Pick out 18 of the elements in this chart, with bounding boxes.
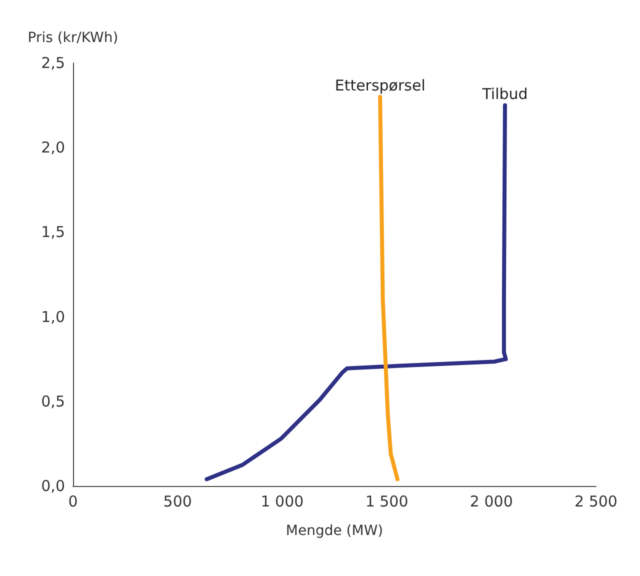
line-series [204,103,508,482]
y-tick-label: 1,5 [41,223,65,242]
x-axis-title: Mengde (MW) [286,523,384,539]
y-axis-title: Pris (kr/KWh) [28,30,118,46]
x-tick-label: 2 500 [574,492,618,510]
line-series [378,94,400,482]
x-tick-label: 500 [163,492,192,510]
y-tick-label: 2,5 [41,54,65,72]
x-tick-label: 2 000 [470,492,513,510]
x-tick-label: 0 [68,492,78,510]
series-label: Etterspørsel [334,76,426,94]
y-tick-label: 2,0 [41,138,65,157]
x-tick-label: 1 500 [365,492,408,510]
y-tick-label: 0,5 [41,392,65,410]
y-tick-label: 0,0 [41,477,65,495]
y-tick-label: 1,0 [41,308,65,326]
series-label: Tilbud [481,84,528,103]
x-tick-label: 1 000 [260,492,304,510]
